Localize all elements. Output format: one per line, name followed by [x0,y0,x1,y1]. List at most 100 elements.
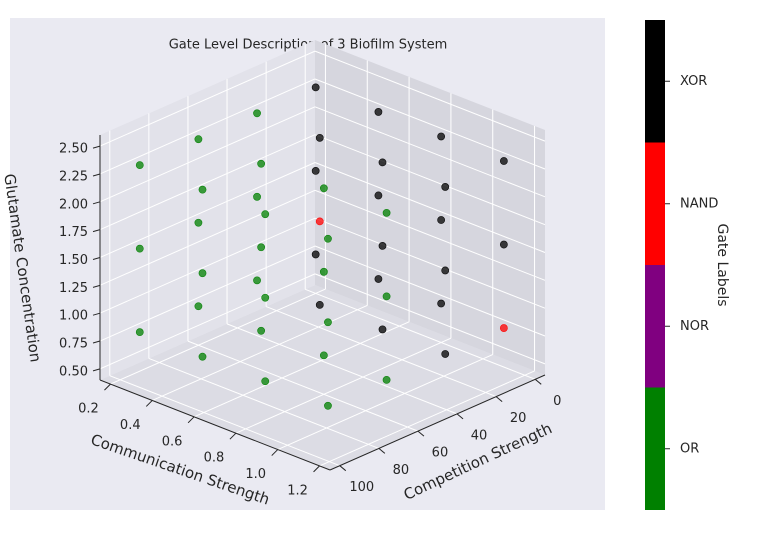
z-tick-label: 0.75 [59,337,88,352]
z-tick [92,145,101,149]
grid-line [314,245,546,337]
x-tick [145,400,153,407]
grid-line [319,370,535,467]
point [257,326,266,335]
point [194,302,203,311]
x-tick-label: 0.6 [162,434,183,449]
point [198,352,207,361]
x-tick-label: 1.0 [245,467,266,482]
z-tick [92,257,101,260]
x-tick-label: 0.8 [204,451,225,466]
point [378,158,387,167]
y-tick-label: 0 [553,394,561,409]
z-tick-label: 1.25 [59,281,88,296]
point [382,375,391,384]
y-tick [456,413,464,420]
colorbar-tick-label: NAND [680,196,718,211]
grid-line [265,306,497,398]
z-tick [92,201,101,205]
grid-line [99,134,316,231]
point [319,267,328,276]
z-tick [92,173,101,177]
colorbar-tick-label: XOR [680,74,707,89]
grid-line [314,189,546,281]
z-tick [92,368,101,372]
grid-line [226,323,458,415]
point [499,324,508,332]
grid-line [314,106,546,198]
grid-line [305,288,536,380]
grid-line [99,245,316,342]
grid-line [187,340,419,432]
grid-line [99,78,316,175]
colorbar-segment [645,20,665,143]
grid-line [99,217,316,314]
x-tick-label: 0.2 [78,402,99,417]
grid-line [99,106,316,203]
x-tick-label: 1.2 [287,483,308,498]
colorbar-segment [645,142,665,265]
point [382,208,391,217]
point [437,299,446,308]
z-tick-label: 0.50 [59,364,88,379]
y-axis-line [329,374,546,471]
point [499,157,508,165]
grid-line [109,375,340,467]
point [437,132,446,141]
point [374,275,383,283]
point [311,83,320,92]
point [315,217,324,226]
grid-line [99,189,316,286]
colorbar-tick-label: OR [680,441,699,456]
y-tick-label: 80 [393,463,410,478]
colorbar-tick-label: NOR [680,319,709,334]
x-tick-label: 0.4 [120,418,141,433]
point [319,184,328,193]
x-tick [187,416,195,424]
point [194,135,203,144]
y-tick [495,396,503,402]
point [315,133,324,142]
x-tick [271,449,279,456]
z-tick-label: 2.25 [59,169,88,184]
z-tick [92,340,101,344]
z-tick-label: 2.00 [59,197,88,212]
grid-line [148,357,380,449]
point [261,293,270,302]
point [319,351,328,360]
point [198,185,207,194]
point [441,266,450,275]
point [378,242,387,250]
point [135,328,144,337]
point [135,244,144,253]
grid-line [99,162,316,258]
point [315,300,324,309]
point [441,183,450,191]
z-tick-label: 1.00 [59,309,88,324]
point [374,191,383,200]
point [311,250,320,259]
point [135,161,144,170]
grid-line [314,162,546,253]
y-tick-label: 60 [432,446,449,461]
y-tick [417,430,425,437]
point [253,109,261,118]
point [253,192,261,201]
point [324,401,332,410]
point [311,167,320,175]
x-tick [229,432,237,440]
colorbar-label: Gate Labels [714,223,730,306]
point [382,292,391,301]
grid-line [99,50,316,147]
x-tick [104,383,111,391]
point [324,234,332,243]
grid-line [193,321,410,418]
colorbar-segment [645,265,665,388]
grid-line [314,273,546,365]
y-tick [534,378,542,385]
grid-line [110,288,326,385]
point [441,350,450,358]
colorbar-segment [645,387,665,510]
point [437,216,446,224]
